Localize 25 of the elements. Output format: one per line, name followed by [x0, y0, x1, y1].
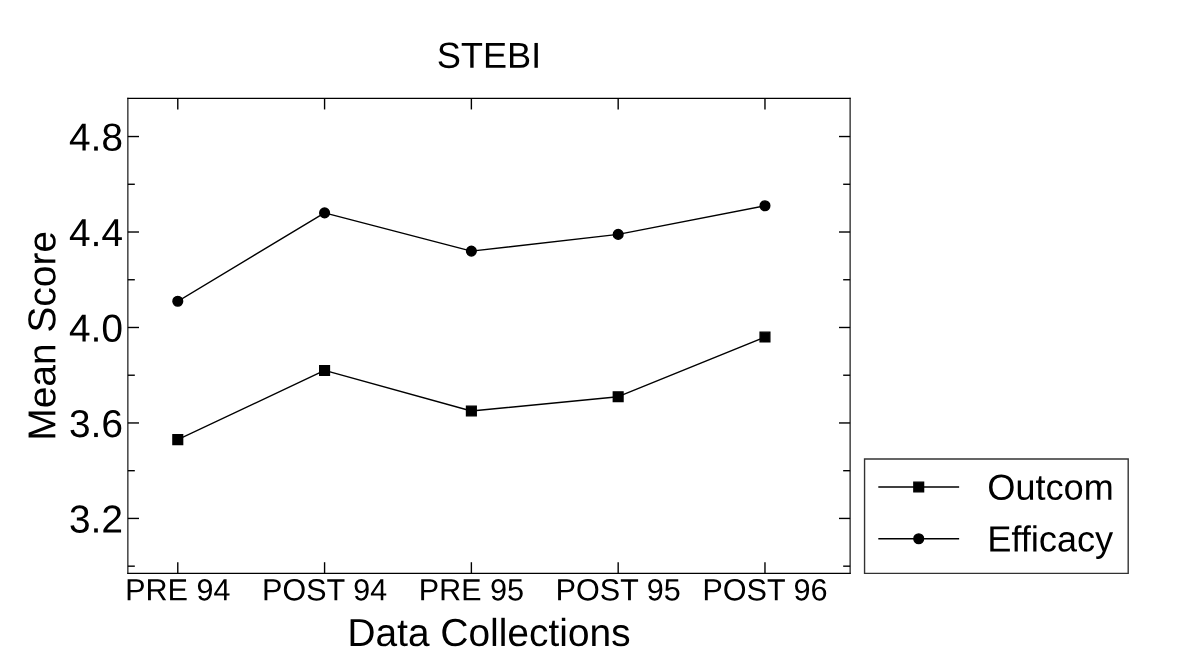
point	[172, 434, 184, 446]
point	[465, 405, 477, 417]
y-axis-title: Mean Score	[28, 232, 56, 438]
y-tick-label: 3.6	[70, 409, 122, 438]
legend-label: Efficacy	[990, 525, 1114, 559]
y-tick-label: 3.2	[70, 505, 122, 533]
point	[465, 245, 477, 257]
x-tick-label: POST 94	[264, 579, 387, 601]
point	[319, 207, 331, 219]
y-tick-label: 4.8	[69, 123, 122, 152]
point	[319, 364, 331, 377]
point	[612, 228, 624, 240]
point	[759, 331, 771, 343]
point	[172, 295, 184, 307]
x-axis-title: Data Collections	[350, 617, 630, 647]
x-tick-label: POST 96	[704, 579, 827, 601]
y-tick-label: 4.4	[69, 219, 122, 247]
point	[759, 200, 771, 212]
x-tick-label: PRE 94	[127, 579, 230, 601]
y-tick-label: 4.0	[69, 314, 122, 342]
x-tick-label: PRE 95	[421, 579, 523, 601]
legend-label: Outcom	[989, 474, 1112, 501]
x-tick-label: POST 95	[558, 579, 680, 601]
chart-title: STEBI	[438, 42, 538, 69]
point	[612, 391, 624, 403]
